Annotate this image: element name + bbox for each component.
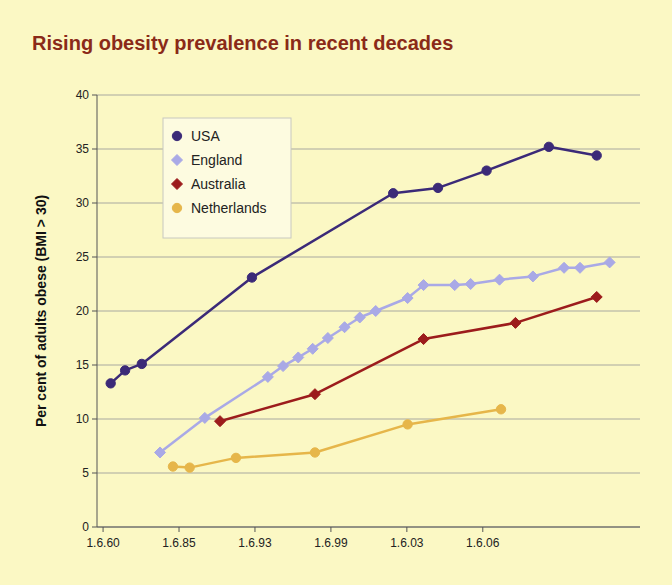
point — [496, 405, 505, 414]
x-tick — [103, 527, 104, 532]
legend-label: USA — [191, 128, 220, 144]
point — [215, 416, 226, 427]
point — [418, 280, 429, 291]
point — [322, 333, 333, 344]
y-tick-label: 25 — [76, 250, 90, 264]
point — [168, 462, 177, 471]
point — [403, 420, 412, 429]
point — [604, 257, 615, 268]
point — [137, 359, 146, 368]
x-tick — [406, 527, 407, 532]
y-tick — [92, 257, 97, 258]
title: Rising obesity prevalence in recent deca… — [32, 32, 453, 54]
point — [106, 379, 115, 388]
background — [0, 0, 672, 585]
grid-line — [97, 257, 640, 258]
point — [402, 293, 413, 304]
grid-line — [97, 527, 640, 528]
point — [433, 183, 442, 192]
point — [310, 448, 319, 457]
point — [185, 463, 194, 472]
point — [293, 352, 304, 363]
point — [339, 322, 350, 333]
y-tick-label: 5 — [82, 466, 89, 480]
x-tick-label: 1.6.03 — [390, 536, 424, 550]
point — [465, 279, 476, 290]
x-tick-label: 1.6.60 — [86, 536, 120, 550]
legend: USA England Australia Netherlands — [163, 118, 291, 238]
x-tick — [254, 527, 255, 532]
point — [262, 371, 273, 382]
point — [199, 412, 210, 423]
x-tick — [179, 527, 180, 532]
x-axis — [97, 527, 640, 528]
x-tick-label: 1.6.85 — [162, 536, 196, 550]
y-axis — [97, 95, 98, 527]
chart: Rising obesity prevalence in recent deca… — [0, 0, 672, 585]
grid-line — [97, 473, 640, 474]
series-line — [220, 297, 597, 421]
y-tick — [92, 149, 97, 150]
point — [155, 447, 166, 458]
legend-marker — [172, 131, 181, 140]
point — [559, 262, 570, 273]
point — [592, 151, 601, 160]
grid-line — [97, 419, 640, 420]
y-tick — [92, 365, 97, 366]
point — [510, 317, 521, 328]
point — [309, 389, 320, 400]
point — [231, 453, 240, 462]
y-tick-label: 40 — [76, 88, 90, 102]
x-tick-label: 1.6.93 — [238, 536, 272, 550]
grid-line — [97, 95, 640, 96]
legend-box — [163, 118, 291, 238]
x-tick — [330, 527, 331, 532]
point — [247, 273, 256, 282]
point — [494, 274, 505, 285]
grid-line — [97, 365, 640, 366]
legend-marker — [172, 179, 183, 190]
grid-line — [97, 311, 640, 312]
point — [307, 343, 318, 354]
series-line — [160, 262, 610, 452]
y-tick-label: 0 — [82, 520, 89, 534]
legend-marker — [172, 155, 183, 166]
y-tick — [92, 473, 97, 474]
point — [591, 291, 602, 302]
legend-marker — [172, 203, 181, 212]
point — [418, 334, 429, 345]
point — [575, 262, 586, 273]
y-tick-label: 20 — [76, 304, 90, 318]
point — [544, 142, 553, 151]
point — [278, 361, 289, 372]
y-tick — [92, 203, 97, 204]
y-tick — [92, 419, 97, 420]
y-tick-label: 15 — [76, 358, 90, 372]
y-tick — [92, 527, 97, 528]
legend-label: England — [191, 152, 242, 168]
point — [370, 306, 381, 317]
y-tick-label: 10 — [76, 412, 90, 426]
y-tick-label: 35 — [76, 142, 90, 156]
point — [389, 189, 398, 198]
x-tick — [482, 527, 483, 532]
y-axis-label: Per cent of adults obese (BMI > 30) — [33, 195, 49, 427]
y-tick-label: 30 — [76, 196, 90, 210]
x-tick-label: 1.6.06 — [466, 536, 500, 550]
series-line — [173, 409, 501, 467]
point — [449, 280, 460, 291]
legend-label: Australia — [191, 176, 246, 192]
point — [482, 166, 491, 175]
point — [354, 312, 365, 323]
x-tick-label: 1.6.99 — [314, 536, 348, 550]
point — [120, 366, 129, 375]
point — [527, 271, 538, 282]
y-tick — [92, 95, 97, 96]
legend-label: Netherlands — [191, 200, 267, 216]
y-tick — [92, 311, 97, 312]
